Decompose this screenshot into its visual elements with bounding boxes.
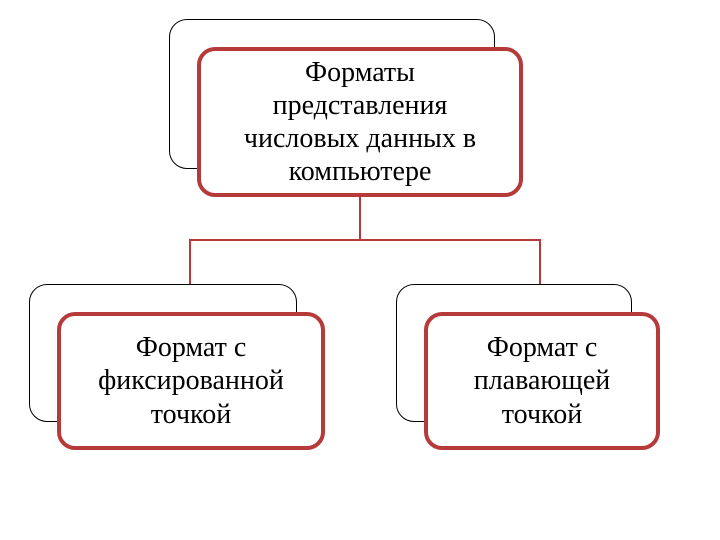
left-label: Формат с фиксированной точкой — [79, 331, 303, 430]
root-label: Форматы представления числовых данных в … — [219, 56, 501, 188]
root-front: Форматы представления числовых данных в … — [197, 47, 523, 197]
left-front: Формат с фиксированной точкой — [57, 312, 325, 450]
right-front: Формат с плавающей точкой — [424, 312, 660, 450]
connector-path — [190, 197, 540, 284]
diagram-canvas: Форматы представления числовых данных в … — [0, 0, 720, 540]
right-label: Формат с плавающей точкой — [446, 331, 638, 430]
